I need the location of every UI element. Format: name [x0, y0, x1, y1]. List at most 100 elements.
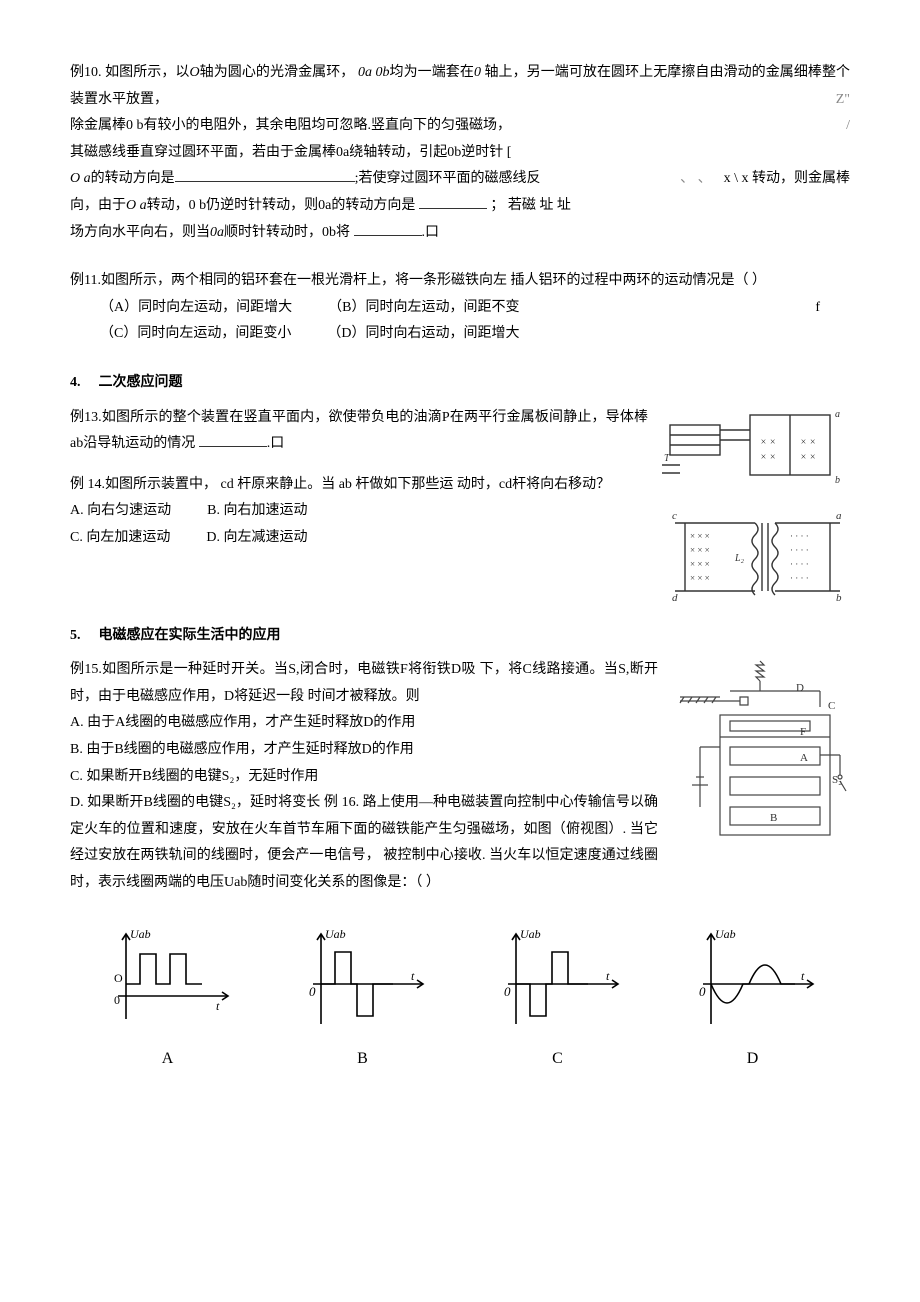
- blank-2: [419, 195, 487, 209]
- ex10-label: 例10.: [70, 65, 102, 80]
- example-11: 例11.如图所示，两个相同的铝环套在一根光滑杆上，将一条形磁铁向左 插人铝环的过…: [70, 268, 850, 348]
- sec5-num: 5.: [70, 623, 81, 650]
- gA-y: Uab: [130, 927, 151, 941]
- graph-B: Uab t 0 B: [293, 924, 433, 1074]
- svg-text:· · · ·: · · · ·: [790, 559, 809, 569]
- gD-x: t: [801, 969, 805, 983]
- gA-x: t: [216, 999, 220, 1013]
- ex10-l5c: ； 若磁 址 址: [487, 198, 571, 213]
- ex10-slash: /: [846, 113, 850, 140]
- fig15-S2: S₂: [832, 774, 842, 786]
- graph-A: Uab t O 0 A: [98, 924, 238, 1074]
- ex15-label: 例15.: [70, 662, 102, 677]
- fig15-A: A: [800, 752, 808, 764]
- ex10-l6c: .口: [422, 225, 440, 240]
- gC-o: 0: [504, 984, 511, 999]
- blank-3: [354, 222, 422, 236]
- example-10: 例10. 如图所示，以O轴为圆心的光滑金属环， 0a 0b均为一端套在0 轴上，…: [70, 60, 850, 246]
- gA-letter: A: [98, 1044, 238, 1074]
- ex14-t1: 如图所示装置中， cd 杆原来静止。当 ab 杆做如下那些运 动时，cd杆将向右…: [105, 477, 610, 492]
- ex10-o2: 0: [474, 65, 481, 80]
- ex10-t1: 如图所示，以: [105, 65, 189, 80]
- fig13-svg: a b T × × × × × × × ×: [660, 405, 850, 495]
- figure-15: D C F A S₂ B: [670, 657, 850, 847]
- ex10-l5a: 向，由于: [70, 198, 126, 213]
- ex10-l6b: 顺时针转动时，0b将: [224, 225, 354, 240]
- svg-text:× ×: × ×: [800, 437, 816, 448]
- ex11-t1: 如图所示，两个相同的铝环套在一根光滑杆上，将一条形磁铁向左 插人铝环的过程中两环…: [101, 273, 766, 288]
- ex10-l3: 其磁感线垂直穿过圆环平面，若由于金属棒0a绕轴转动，引起0b逆时针 [: [70, 145, 511, 160]
- examples-13-14: a b T × × × × × × × × 例13.如图所示的整个装置在竖直平面…: [70, 405, 850, 601]
- graph-C: Uab t 0 C: [488, 924, 628, 1074]
- ex10-l2a: 除金属棒0 b有较小的电阻外，其余电阻均可忽略.竖直向下的匀强磁场，: [70, 118, 511, 133]
- ex14-label: 例 14.: [70, 477, 105, 492]
- ex11-options: f （A）同时向左运动，间距增大 （B）同时向左运动，间距不变 （C）同时向左运…: [70, 295, 850, 348]
- gB-y: Uab: [325, 927, 346, 941]
- fig15-B: B: [770, 812, 777, 824]
- fig13-b: b: [835, 475, 840, 486]
- section-5-heading: 5. 电磁感应在实际生活中的应用: [70, 623, 850, 650]
- sec4-num: 4.: [70, 370, 81, 397]
- ex11-optD: （D）同时向右运动，间距增大: [327, 321, 519, 348]
- fig15-F: F: [800, 726, 806, 738]
- graph-B-svg: Uab t 0: [293, 924, 433, 1034]
- ex15-t1: 如图所示是一种延时开关。当S,闭合时，电磁铁F将衔铁D吸 下，将C线路接通。当S…: [70, 662, 658, 704]
- ex10-z: Z": [836, 87, 850, 114]
- ex11-label: 例11.: [70, 273, 101, 288]
- svg-text:· · · ·: · · · ·: [790, 573, 809, 583]
- gD-o: 0: [699, 984, 706, 999]
- gD-letter: D: [683, 1044, 823, 1074]
- ex15-optD: D. 如果断开B线圈的电键S₂，延时将变长: [70, 795, 320, 810]
- graph-D: Uab t 0 D: [683, 924, 823, 1074]
- graph-A-svg: Uab t O 0: [98, 924, 238, 1034]
- ex14-optB: B. 向右加速运动: [207, 498, 307, 525]
- ex10-o1: O: [190, 65, 200, 80]
- fig15-svg: D C F A S₂ B: [670, 657, 850, 847]
- ex11-optA: （A）同时向左运动，间距增大: [100, 295, 292, 322]
- fig14-a: a: [836, 510, 842, 522]
- ex10-oa3: O a: [126, 198, 147, 213]
- svg-text:× ×: × ×: [760, 437, 776, 448]
- gC-letter: C: [488, 1044, 628, 1074]
- ex10-t2: 轴为圆心的光滑金属环，: [200, 65, 355, 80]
- fig15-C: C: [828, 700, 835, 712]
- ex16-label: 例 16.: [320, 795, 359, 810]
- ex11-stem: 例11.如图所示，两个相同的铝环套在一根光滑杆上，将一条形磁铁向左 插人铝环的过…: [70, 268, 850, 295]
- ex13-t1: 如图所示的整个装置在竖直平面内，欲使带负电的油滴P在两平行金属板间静止，导体棒a…: [70, 410, 648, 452]
- svg-text:· · · ·: · · · ·: [790, 531, 809, 541]
- fig13-a: a: [835, 409, 840, 420]
- sec5-title: 电磁感应在实际生活中的应用: [99, 628, 281, 643]
- ex10-oa: 0a: [358, 65, 372, 80]
- figure-14: c d a b L₂ × × × × × × × × × × × × · · ·…: [660, 501, 850, 601]
- gB-letter: B: [293, 1044, 433, 1074]
- gD-y: Uab: [715, 927, 736, 941]
- ex14-optA: A. 向右匀速运动: [70, 498, 171, 525]
- sec4-title: 二次感应问题: [99, 375, 183, 390]
- svg-text:· · · ·: · · · ·: [790, 545, 809, 555]
- gC-y: Uab: [520, 927, 541, 941]
- ex14-optD: D. 向左减速运动: [206, 525, 307, 552]
- gA-o: O: [114, 971, 123, 985]
- gA-o2: 0: [114, 993, 120, 1007]
- gC-x: t: [606, 969, 610, 983]
- ex10-ob: 0b: [376, 65, 390, 80]
- gB-o: 0: [309, 984, 316, 999]
- ex10-l4b: ;若使穿过圆环平面的磁感线反: [355, 171, 541, 186]
- svg-text:× ×: × ×: [800, 452, 816, 463]
- fig14-b: b: [836, 592, 842, 601]
- ex13-t2: .口: [267, 436, 285, 451]
- svg-text:× × ×: × × ×: [690, 559, 710, 569]
- svg-text:× × ×: × × ×: [690, 573, 710, 583]
- ex10-l5b: 转动，0 b仍逆时针转动，则0a的转动方向是: [147, 198, 419, 213]
- fig14-c: c: [672, 510, 677, 522]
- answer-graphs: Uab t O 0 A Uab t 0 B: [70, 924, 850, 1074]
- fig15-D: D: [796, 682, 804, 694]
- fig14-L2: L₂: [734, 553, 745, 564]
- ex11-f: f: [815, 295, 820, 322]
- blank-1: [175, 168, 355, 182]
- svg-text:× ×: × ×: [760, 452, 776, 463]
- svg-text:× × ×: × × ×: [690, 545, 710, 555]
- svg-text:× × ×: × × ×: [690, 531, 710, 541]
- ex10-oa4: 0a: [210, 225, 224, 240]
- ex10-oa2: O a: [70, 171, 91, 186]
